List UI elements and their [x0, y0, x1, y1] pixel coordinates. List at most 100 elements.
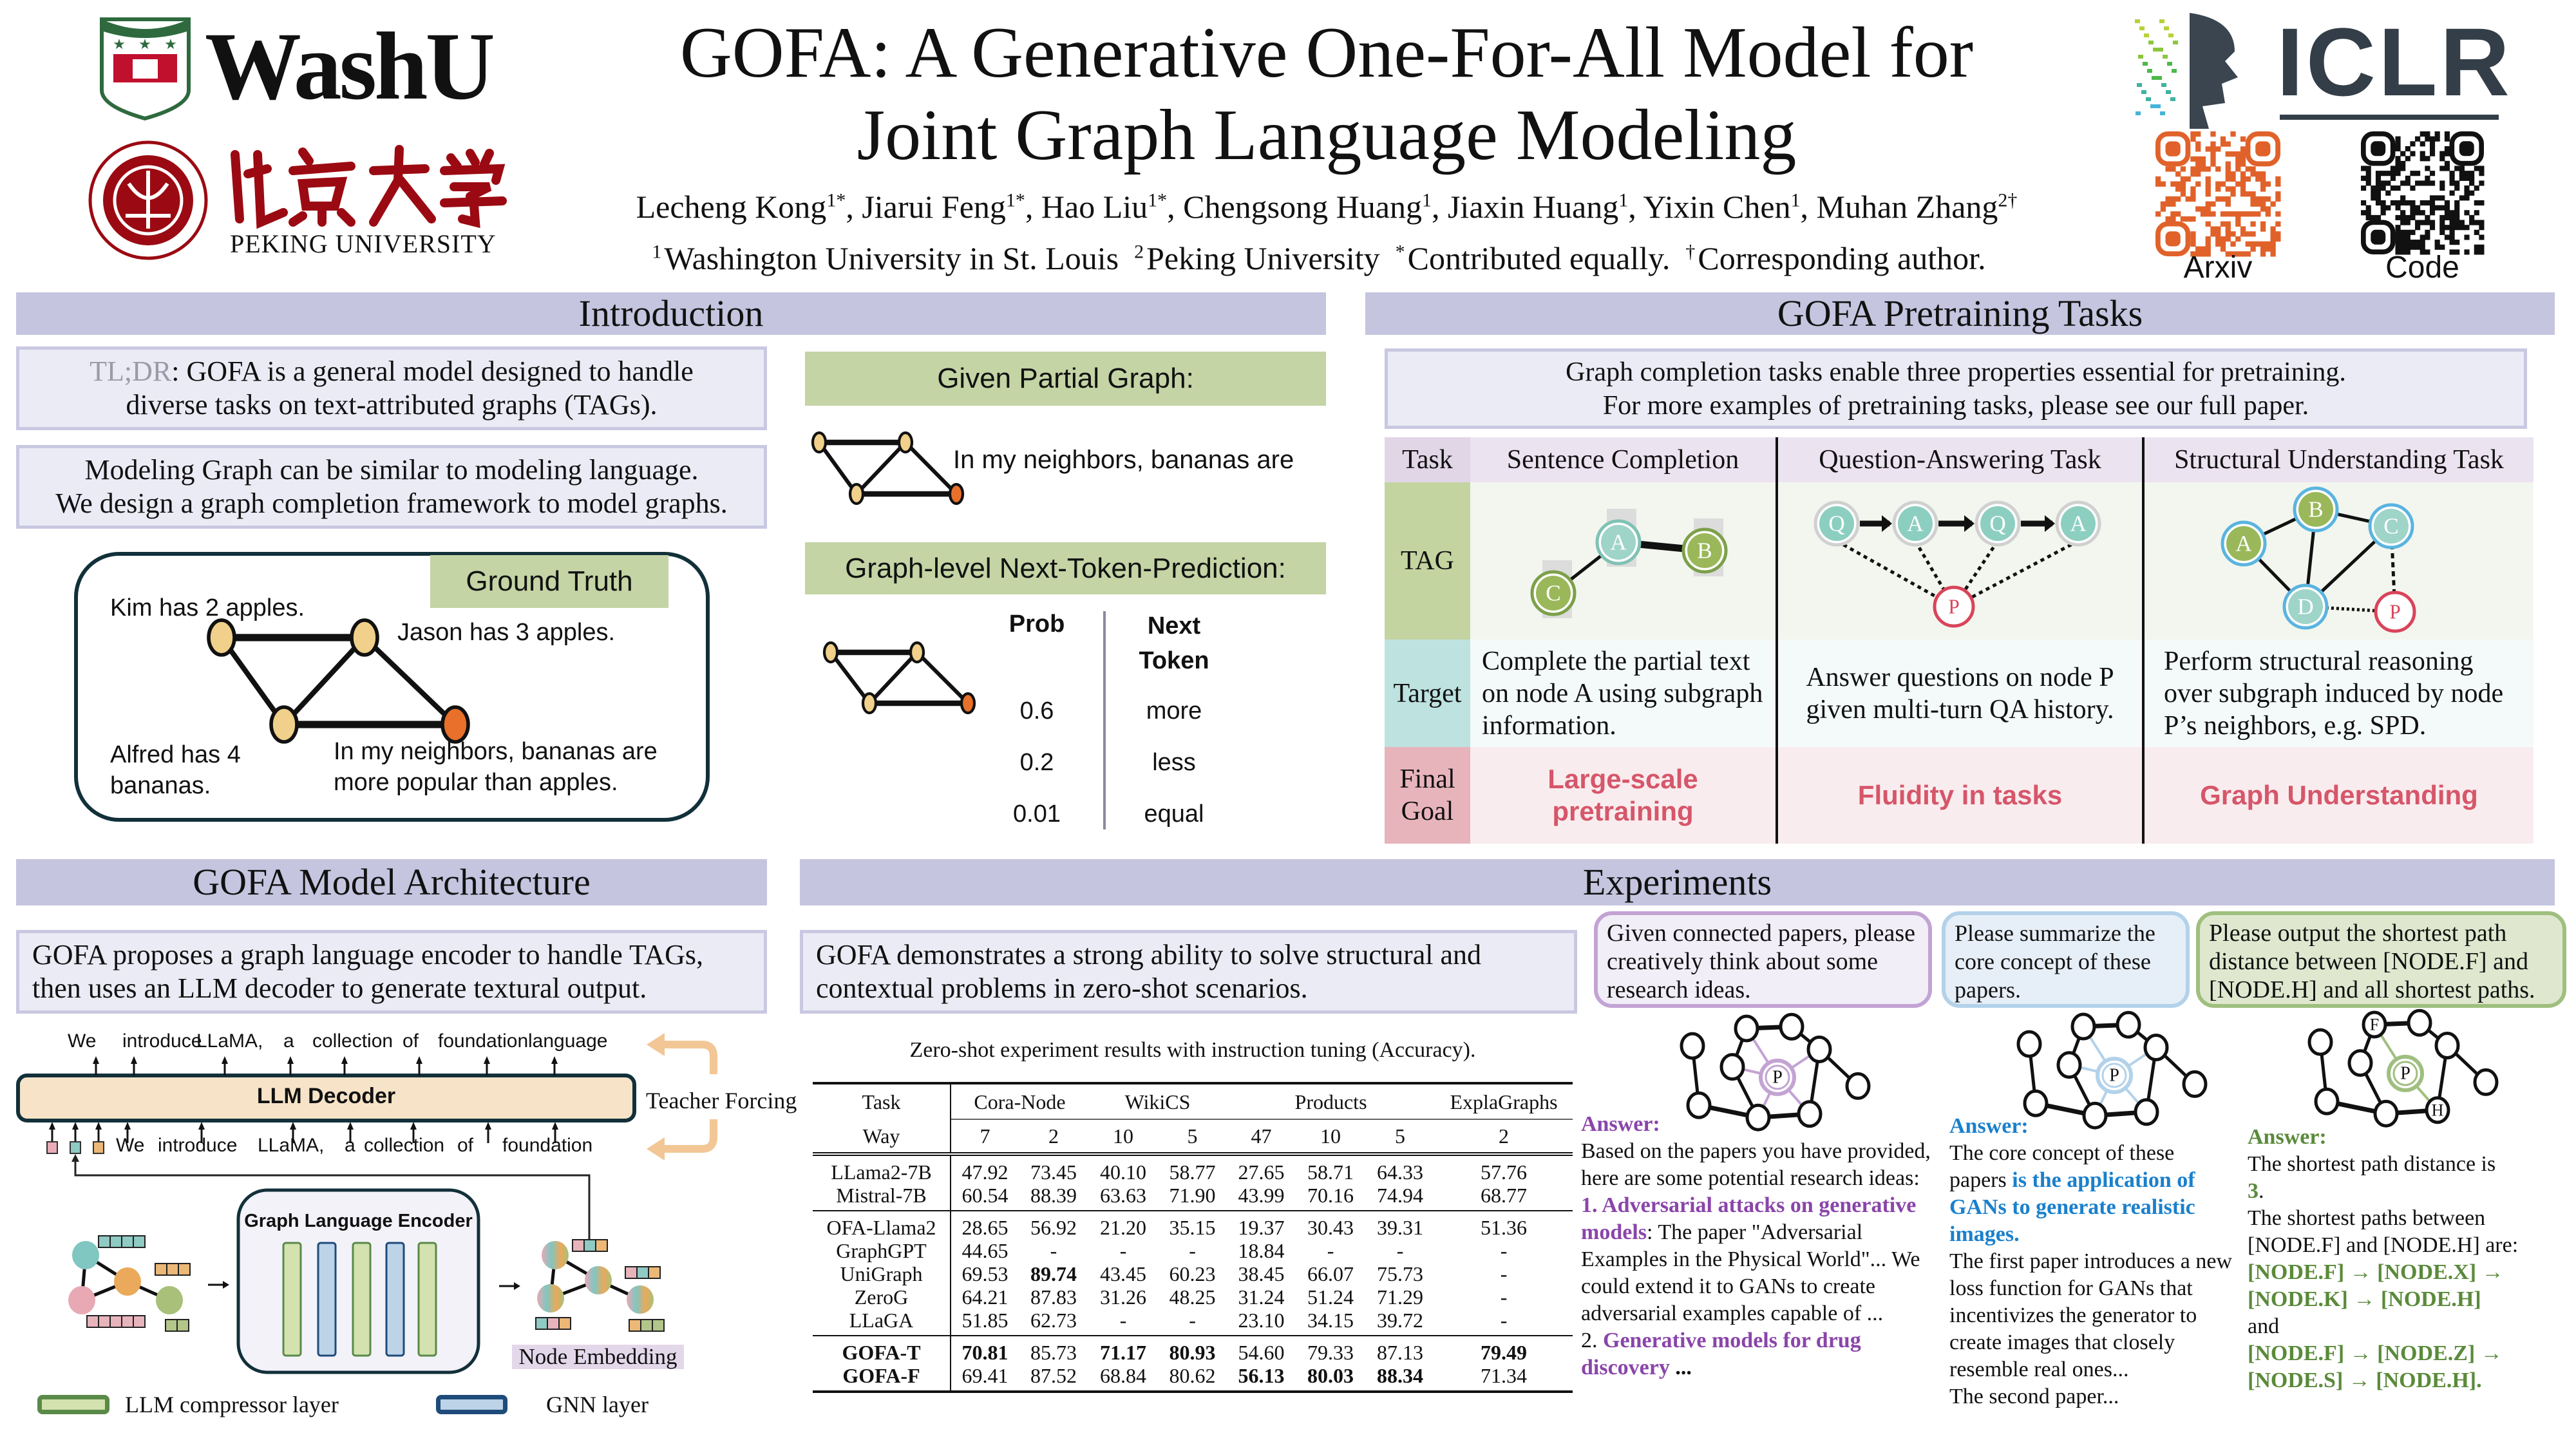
result-value: 51.36: [1481, 1216, 1528, 1239]
feature-cell: [133, 1235, 146, 1248]
author-affiliation-mark: 1*: [1005, 189, 1025, 211]
peking-logo-text: PEKING UNIVERSITY: [230, 229, 497, 258]
teacher-forcing-label: Teacher Forcing: [646, 1088, 797, 1113]
edge: [219, 636, 287, 726]
graph-node: [2134, 1098, 2159, 1126]
result-value: 44.65: [961, 1239, 1009, 1262]
result-value: 80.03: [1307, 1364, 1354, 1387]
embedded-node: [585, 1266, 612, 1294]
input-token: We: [116, 1135, 145, 1156]
llm-compressor-layer: [417, 1242, 437, 1357]
node-label: A: [2070, 511, 2087, 536]
table-row: GraphGPT 44.65 - - - 18.84 - - -: [813, 1239, 1573, 1262]
result-value: 39.72: [1377, 1309, 1424, 1332]
author-name: Jiarui Feng: [862, 189, 1006, 225]
result-value: -: [1119, 1239, 1127, 1262]
result-value: 38.45: [1238, 1262, 1285, 1285]
result-value: 88.34: [1377, 1364, 1424, 1387]
output-token: collection: [312, 1030, 393, 1052]
author-name: Hao Liu: [1041, 189, 1148, 225]
graph-node: [2116, 1010, 2141, 1039]
endpoint-label: F: [2370, 1015, 2379, 1034]
edge: [363, 636, 457, 726]
arrow-head: [1964, 515, 1975, 532]
result-value: 43.45: [1100, 1262, 1147, 1285]
ntp-token-value: equal: [1144, 800, 1204, 828]
way-header: Way: [813, 1119, 951, 1154]
edge: [915, 650, 970, 705]
answer-highlight: Generative models for drug discovery: [1581, 1329, 1861, 1379]
result-value: 23.10: [1238, 1309, 1285, 1332]
graph-node: [1680, 1032, 1705, 1060]
result-value: 39.31: [1377, 1216, 1424, 1239]
target-node: [948, 482, 965, 506]
embedded-graph: [535, 1239, 665, 1332]
result-value: 43.99: [1238, 1184, 1285, 1207]
affiliation-text: Corresponding author.: [1698, 240, 1986, 276]
llm-decoder-label: LLM Decoder: [256, 1084, 396, 1108]
input-token: a: [345, 1135, 355, 1156]
result-value: 27.65: [1238, 1160, 1285, 1184]
example-answer: Answer: The core concept of these papers …: [1949, 1113, 2233, 1410]
code-qr-code[interactable]: [2361, 131, 2485, 255]
node-label: A: [2235, 531, 2252, 556]
node-label: P: [1948, 596, 1959, 618]
graph-node: [822, 641, 839, 664]
edge: [867, 650, 919, 705]
target-node: [440, 705, 470, 744]
result-value: -: [1189, 1309, 1196, 1332]
introduction-header: Introduction: [16, 292, 1326, 335]
answer-highlight: [NODE.F] → [NODE.Z] → [NODE.S] → [NODE.H…: [2248, 1341, 2503, 1392]
graph-node: [156, 1286, 183, 1314]
legend-llm-label: LLM compressor layer: [125, 1392, 339, 1417]
graph-node: [269, 705, 299, 744]
arxiv-qr-code[interactable]: [2155, 131, 2281, 257]
arxiv-qr-label[interactable]: Arxiv: [2183, 251, 2253, 285]
example-prompt: Please output the shortest path distance…: [2196, 911, 2566, 1008]
feature-cell: [640, 1319, 653, 1332]
result-value: 19.37: [1238, 1216, 1285, 1239]
feature-cell: [109, 1315, 122, 1328]
dataset-header: Cora-Node: [951, 1083, 1089, 1120]
result-value: 58.71: [1307, 1160, 1354, 1184]
node-label: Q: [1828, 511, 1844, 536]
result-value: 56.92: [1030, 1216, 1077, 1239]
modeling-box: Modeling Graph can be similar to modelin…: [16, 445, 767, 529]
pretraining-intro-line1: Graph completion tasks enable three prop…: [1566, 357, 2346, 387]
code-qr-label[interactable]: Code: [2385, 251, 2459, 285]
llm-compressor-layer: [352, 1242, 372, 1357]
answer-text: Based on the papers you have provided, h…: [1581, 1139, 1931, 1190]
result-value: 18.84: [1238, 1239, 1285, 1262]
struct-node-fill: [2298, 492, 2333, 527]
table-row: GOFA-T 70.81 85.73 71.17 80.93 54.60 79.33 87.1…: [813, 1336, 1573, 1364]
result-value: 79.49: [1481, 1341, 1528, 1364]
ntp-graph: [822, 641, 976, 715]
result-value: 57.76: [1481, 1160, 1528, 1184]
tldr-label: TL;DR: [90, 355, 172, 387]
ntp-prob-value: 0.6: [1019, 697, 1054, 724]
edge: [855, 440, 907, 496]
struct-node-fill: [2374, 509, 2409, 544]
graph-node: [1806, 1036, 1832, 1064]
graph-node: [1734, 1014, 1759, 1043]
iclr-head-icon: [2135, 13, 2499, 129]
node-label: P: [2389, 601, 2400, 623]
feature-cell: [558, 1317, 571, 1330]
result-value: 89.74: [1030, 1262, 1077, 1285]
author-name: Lecheng Kong: [636, 189, 827, 225]
graph-node: [2373, 1099, 2399, 1128]
input-token: of: [457, 1135, 474, 1156]
experiments-header: Experiments: [800, 859, 2555, 905]
graph-node: [114, 1267, 141, 1296]
tldr-box: TL;DR: GOFA is a general model designed …: [16, 346, 767, 430]
way-value: 2: [1048, 1124, 1059, 1148]
result-value: -: [1500, 1285, 1508, 1309]
example-graph: P: [1680, 1012, 1871, 1132]
teacher-forcing-arrows-icon: [647, 1033, 717, 1160]
goal-sentence: Large-scale pretraining: [1470, 747, 1776, 844]
node-text-kim: Kim has 2 apples.: [110, 594, 305, 621]
way-value: 2: [1499, 1124, 1510, 1148]
architecture-diagram: [16, 1056, 636, 1374]
author-name: Muhan Zhang: [1816, 189, 1998, 225]
result-value: 40.10: [1100, 1160, 1147, 1184]
